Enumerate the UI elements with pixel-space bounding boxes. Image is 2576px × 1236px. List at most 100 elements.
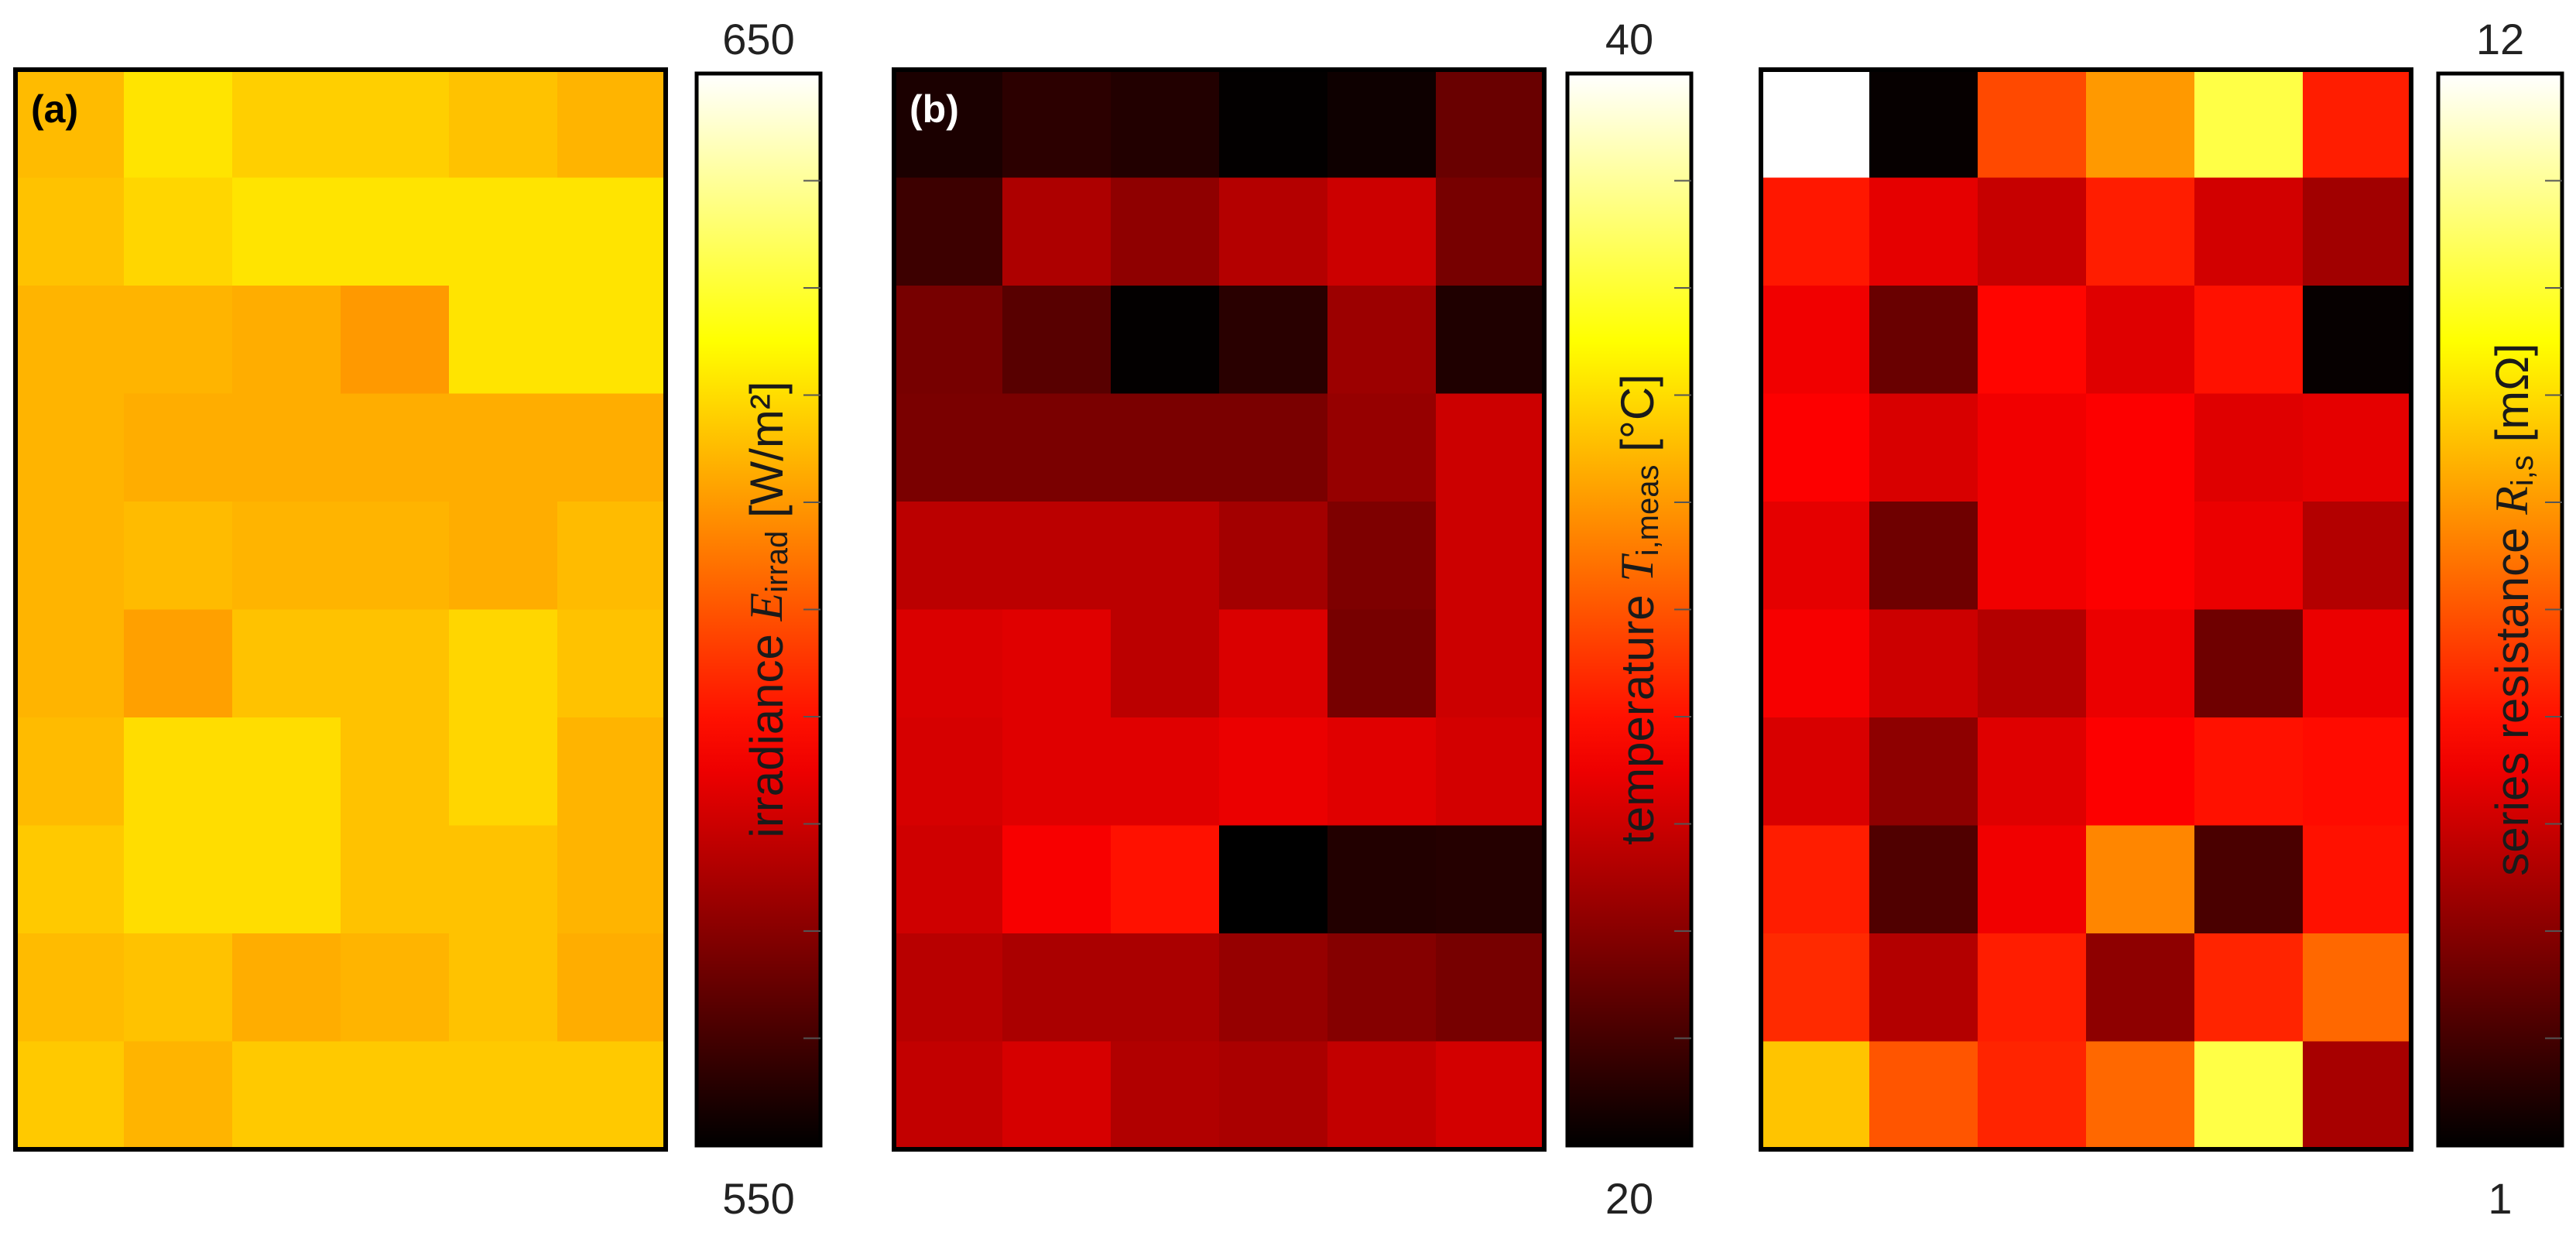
heatmap-cell — [341, 1041, 450, 1150]
heatmap-cell — [1111, 1041, 1220, 1150]
heatmap-cell — [557, 393, 666, 502]
heatmap-cell — [2194, 609, 2304, 718]
heatmap-cell — [124, 393, 233, 502]
colorbar-label: irradiance Eirrad [W/m²] — [741, 381, 795, 837]
heatmap-cell — [894, 825, 1003, 934]
heatmap-cell — [341, 933, 450, 1043]
heatmap-cell — [124, 502, 233, 611]
heatmap-cell — [2086, 393, 2195, 502]
heatmap-cell — [1111, 177, 1220, 286]
heatmap-cell — [894, 609, 1003, 718]
heatmap-cell — [232, 286, 341, 395]
heatmap-cell — [1869, 1041, 1978, 1150]
heatmap-cell — [124, 70, 233, 179]
heatmap-cell — [1761, 286, 1870, 395]
heatmap-cell — [449, 286, 558, 395]
heatmap-cell — [2303, 177, 2412, 286]
heatmap-cell — [124, 609, 233, 718]
heatmap-cell — [1978, 286, 2087, 395]
heatmap-cell — [1327, 70, 1437, 179]
panel-label: (a) — [31, 87, 78, 131]
heatmap-cell — [1869, 502, 1978, 611]
heatmap-cell — [2194, 286, 2304, 395]
heatmap-cell — [449, 393, 558, 502]
heatmap-cell — [1978, 70, 2087, 179]
heatmap-cell — [2303, 393, 2412, 502]
heatmap-cell — [15, 177, 125, 286]
heatmap-cell — [341, 70, 450, 179]
heatmap-cell — [2086, 1041, 2195, 1150]
heatmap-cell — [1869, 609, 1978, 718]
heatmap-cell — [449, 825, 558, 934]
heatmap-cell — [1761, 177, 1870, 286]
panel-c: (c) 12 1 series resistance Ri,s [mΩ] — [1759, 15, 2564, 1223]
heatmap-cell — [2086, 825, 2195, 934]
heatmap-cell — [1327, 177, 1437, 286]
heatmap-cell — [1436, 177, 1545, 286]
heatmap-cell — [15, 717, 125, 827]
heatmap-cell — [1002, 609, 1112, 718]
heatmap-cell — [894, 393, 1003, 502]
heatmap-cell — [1869, 70, 1978, 179]
heatmap-cell — [449, 933, 558, 1043]
colorbar-max-label: 12 — [2476, 15, 2524, 63]
heatmap-cell — [2194, 1041, 2304, 1150]
heatmap-cell — [232, 502, 341, 611]
heatmap-cell — [1761, 393, 1870, 502]
plot-frame — [1759, 67, 2413, 1152]
heatmap-cell — [15, 70, 125, 179]
heatmap-cell — [1219, 825, 1328, 934]
heatmap-cell — [2194, 177, 2304, 286]
heatmap-cell — [1327, 933, 1437, 1043]
heatmap-cell — [1219, 393, 1328, 502]
heatmap-cell — [1978, 177, 2087, 286]
heatmap-cell — [1436, 609, 1545, 718]
heatmap-cell — [1436, 393, 1545, 502]
heatmap-cell — [1002, 286, 1112, 395]
heatmap-cell — [1761, 933, 1870, 1043]
heatmap-cell — [232, 609, 341, 718]
colorbar-label: series resistance Ri,s [mΩ] — [2486, 343, 2540, 875]
heatmap-cell — [1219, 70, 1328, 179]
heatmap-cell — [1978, 609, 2087, 718]
heatmap-cell — [1327, 286, 1437, 395]
heatmap-cell — [15, 286, 125, 395]
heatmap-cell — [2303, 717, 2412, 827]
heatmap-cell — [1327, 1041, 1437, 1150]
heatmap-cell — [1002, 502, 1112, 611]
heatmap-cell — [449, 177, 558, 286]
heatmap-cell — [449, 609, 558, 718]
heatmap-cell — [1219, 609, 1328, 718]
colorbar-max-label: 40 — [1605, 15, 1653, 63]
heatmap-cell — [232, 393, 341, 502]
heatmap-cell — [124, 933, 233, 1043]
heatmap-cell — [449, 70, 558, 179]
heatmap-cell — [341, 717, 450, 827]
heatmap-cell — [341, 502, 450, 611]
heatmap-cell — [894, 286, 1003, 395]
heatmap-cell — [1327, 609, 1437, 718]
heatmap-cell — [15, 609, 125, 718]
heatmap-cell — [2303, 286, 2412, 395]
heatmap-cell — [2303, 609, 2412, 718]
heatmap-cell — [557, 177, 666, 286]
heatmap-cell — [894, 1041, 1003, 1150]
heatmap-cell — [894, 502, 1003, 611]
heatmap-cell — [557, 933, 666, 1043]
heatmap-cell — [1327, 717, 1437, 827]
heatmap-cell — [1111, 502, 1220, 611]
heatmap-cell — [124, 717, 233, 827]
heatmap-cell — [1327, 393, 1437, 502]
heatmap-cell — [1869, 825, 1978, 934]
heatmap-cell — [1978, 825, 2087, 934]
heatmap-cell — [1219, 1041, 1328, 1150]
heatmap-cell — [1111, 70, 1220, 179]
heatmap-cell — [2303, 933, 2412, 1043]
heatmap-cell — [1436, 286, 1545, 395]
heatmap-cell — [1869, 933, 1978, 1043]
heatmap-cell — [2303, 1041, 2412, 1150]
heatmap-cell — [1761, 609, 1870, 718]
heatmap-cell — [232, 70, 341, 179]
heatmap-cell — [1219, 286, 1328, 395]
